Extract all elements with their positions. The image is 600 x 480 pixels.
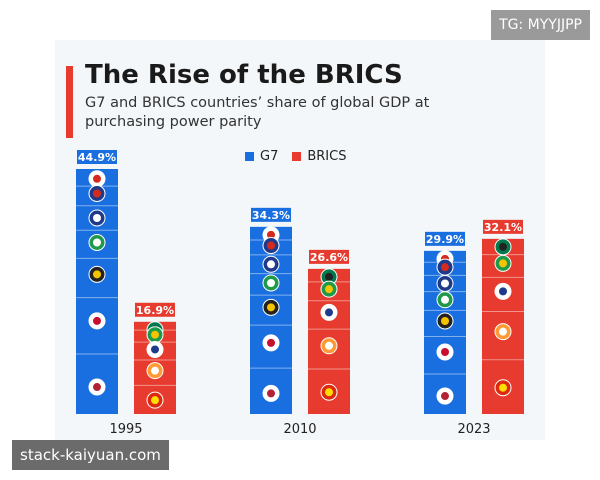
germany-flag-icon-detail	[267, 303, 275, 312]
legend-label-brics: BRICS	[307, 149, 347, 164]
china-flag-icon-detail	[151, 396, 159, 405]
usa-flag-icon-detail	[93, 383, 101, 392]
usa-flag-icon-detail	[441, 392, 449, 401]
data-label-brics-2010: 26.6%	[310, 251, 348, 264]
brazil-flag-icon-detail	[325, 285, 333, 294]
russia-flag-icon-detail	[151, 345, 159, 354]
canada-flag-icon-detail	[93, 174, 101, 183]
chart-title: The Rise of the BRICS	[85, 60, 403, 90]
legend-swatch-g7	[245, 152, 254, 161]
france-flag-icon-detail	[267, 260, 275, 269]
china-flag-icon-detail	[325, 388, 333, 397]
germany-flag-icon-detail	[441, 317, 449, 326]
data-label-g7-2010: 34.3%	[252, 209, 290, 222]
legend: G7 BRICS	[245, 149, 346, 164]
uk-flag-icon-detail	[93, 189, 101, 198]
france-flag-icon-detail	[441, 279, 449, 288]
x-tick-label-1995: 1995	[109, 422, 142, 437]
brazil-flag-icon-detail	[499, 259, 507, 268]
uk-flag-icon-detail	[267, 241, 275, 250]
data-label-bg	[251, 207, 291, 222]
title-accent-bar	[66, 66, 73, 138]
chart-subtitle: G7 and BRICS countries’ share of global …	[85, 95, 430, 130]
x-tick-label-2023: 2023	[457, 422, 490, 437]
legend-label-g7: G7	[260, 149, 279, 164]
india-flag-icon-detail	[325, 341, 333, 350]
data-label-bg	[77, 150, 117, 164]
japan-flag-icon-detail	[267, 338, 275, 347]
data-label-bg	[483, 219, 523, 234]
italy-flag-icon-detail	[267, 278, 275, 287]
data-label-bg	[135, 302, 175, 317]
watermark-bottom: stack-kaiyuan.com	[12, 440, 169, 470]
india-flag-icon-detail	[499, 327, 507, 336]
germany-flag-icon-detail	[93, 270, 101, 279]
watermark-top: TG: MYYJJPP	[491, 10, 590, 40]
uk-flag-icon-detail	[441, 263, 449, 272]
russia-flag-icon-detail	[325, 308, 333, 317]
data-label-bg	[425, 231, 465, 246]
usa-flag-icon-detail	[267, 389, 275, 398]
france-flag-icon-detail	[93, 214, 101, 222]
japan-flag-icon-detail	[441, 348, 449, 357]
legend-item-brics: BRICS	[292, 149, 346, 164]
russia-flag-icon-detail	[499, 287, 507, 296]
canada-flag-icon-detail	[267, 230, 275, 239]
x-tick-label-2010: 2010	[283, 422, 316, 437]
legend-swatch-brics	[292, 152, 302, 161]
china-flag-icon-detail	[499, 383, 507, 392]
data-label-g7-1995: 44.9%	[78, 151, 116, 164]
italy-flag-icon-detail	[441, 295, 449, 304]
data-label-brics-2023: 32.1%	[484, 221, 522, 234]
south-africa-flag-icon-detail	[325, 272, 333, 281]
data-label-g7-2023: 29.9%	[426, 233, 464, 246]
data-label-brics-1995: 16.9%	[136, 304, 174, 317]
data-label-bg	[309, 249, 349, 264]
south-africa-flag-icon-detail	[499, 242, 507, 251]
brazil-flag-icon-detail	[151, 330, 159, 339]
japan-flag-icon-detail	[93, 316, 101, 325]
india-flag-icon-detail	[151, 366, 159, 375]
legend-item-g7: G7	[245, 149, 278, 164]
italy-flag-icon-detail	[93, 238, 101, 247]
